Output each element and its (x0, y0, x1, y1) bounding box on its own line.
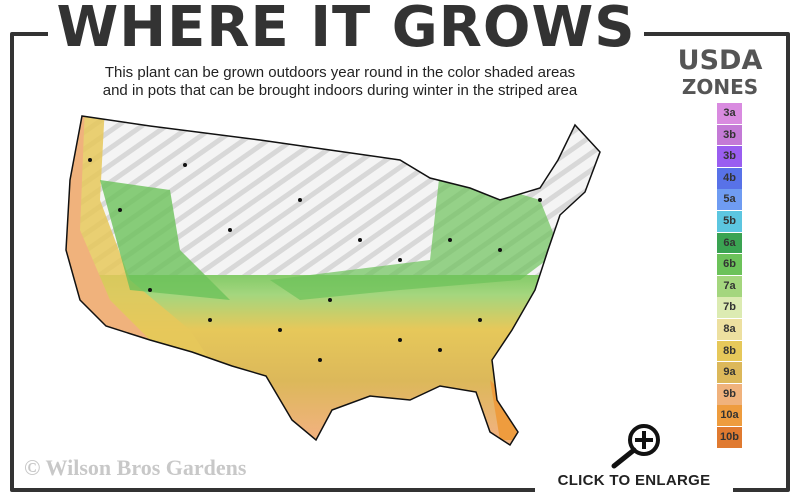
legend-zone-7a: 7a (717, 275, 742, 297)
legend-zone-3b: 3b (717, 124, 742, 146)
legend-zone-3a: 3a (717, 103, 742, 124)
enlarge-label: CLICK TO ENLARGE (557, 472, 711, 489)
legend-zone-10a: 10a (717, 405, 742, 427)
watermark: © Wilson Bros Gardens (24, 455, 247, 480)
legend-zone-8b: 8b (717, 340, 742, 362)
legend-zone-7b: 7b (717, 297, 742, 319)
page-title: WHERE IT GROWS (48, 0, 644, 60)
subtitle: This plant can be grown outdoors year ro… (40, 64, 640, 100)
subtitle-line-1: This plant can be grown outdoors year ro… (104, 64, 576, 81)
click-to-enlarge-button[interactable]: CLICK TO ENLARGE (535, 462, 733, 500)
legend-title-line-2: ZONES (681, 75, 759, 99)
legend-zone-4b: 4b (717, 167, 742, 189)
zone-legend: 3a 3b 3b 4b 5a 5b 6a 6b 7a 7b 8a 8b 9a 9b 10a 10b (717, 103, 742, 449)
legend-title: USDA ZONES (655, 40, 785, 100)
legend-zone-3b: 3b (717, 146, 742, 167)
magnifier-plus-icon[interactable] (608, 420, 668, 470)
legend-zone-6b: 6b (717, 254, 742, 275)
legend-zone-8a: 8a (717, 318, 742, 340)
legend-zone-9b: 9b (717, 383, 742, 405)
legend-zone-5b: 5b (717, 210, 742, 232)
subtitle-line-2: and in pots that can be brought indoors … (102, 82, 578, 99)
legend-zone-9a: 9a (717, 362, 742, 383)
legend-zone-5a: 5a (717, 189, 742, 211)
legend-title-line-1: USDA (677, 45, 763, 76)
legend-zone-10b: 10b (717, 426, 742, 448)
legend-zone-6a: 6a (717, 232, 742, 254)
